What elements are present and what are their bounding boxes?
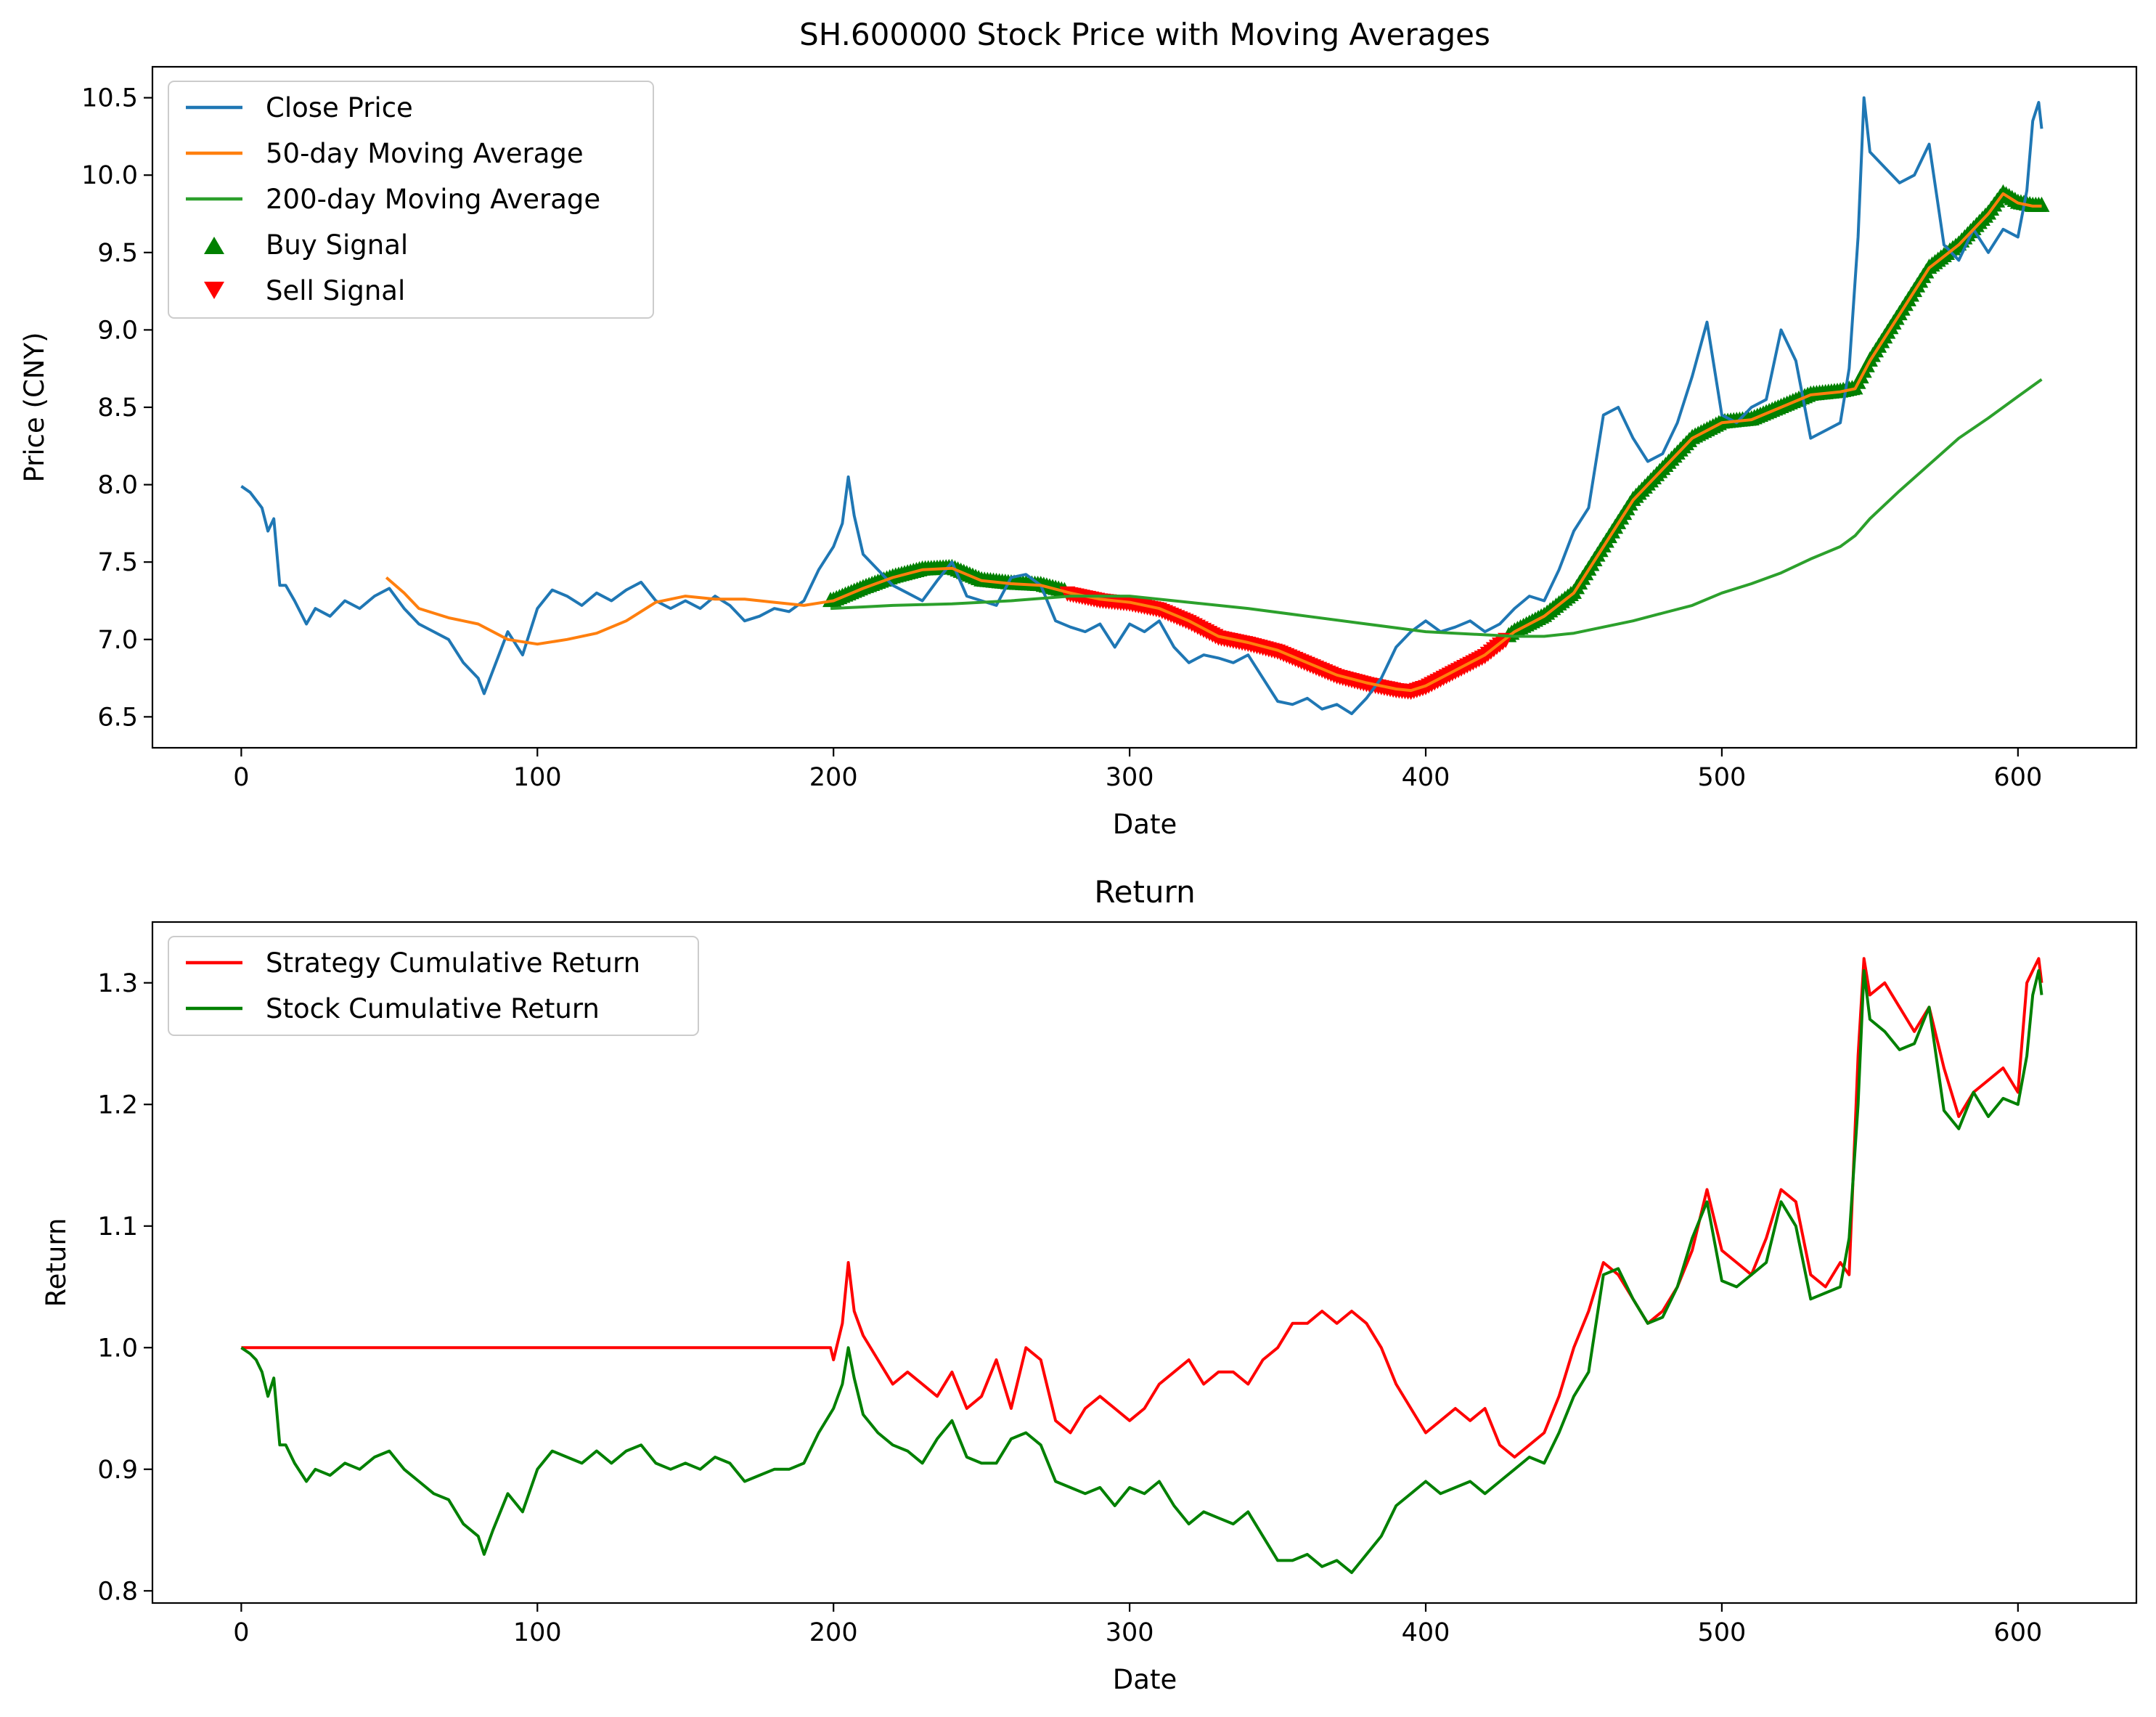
price-y-ticks: 6.5 7.0 7.5 8.0 8.5 9.0 9.5 10.0 10.5 [81, 84, 152, 732]
y-tick-label: 7.0 [97, 626, 138, 655]
legend-label-ma50: 50-day Moving Average [266, 138, 584, 169]
y-tick-label: 1.2 [97, 1090, 138, 1119]
x-tick-label: 600 [1993, 1618, 2042, 1647]
y-tick-label: 0.9 [97, 1456, 138, 1485]
price-legend: Close Price 50-day Moving Average 200-da… [168, 81, 654, 319]
return-y-ticks: 0.8 0.9 1.0 1.1 1.2 1.3 [97, 969, 152, 1606]
x-tick-label: 500 [1698, 763, 1747, 792]
return-legend-box [168, 936, 699, 1036]
x-tick-label: 100 [513, 1618, 562, 1647]
y-tick-label: 1.3 [97, 969, 138, 998]
series-line-strategy-cumulative-return [241, 957, 2043, 1459]
legend-label-sell-signal: Sell Signal [266, 275, 405, 306]
price-legend-box [168, 81, 654, 319]
return-y-axis-label: Return [41, 1218, 72, 1308]
legend-label-ma200: 200-day Moving Average [266, 184, 600, 215]
y-tick-label: 9.5 [97, 239, 138, 268]
series-line-close-price [240, 96, 2043, 716]
x-tick-label: 300 [1106, 1618, 1154, 1647]
series-line-50-day-moving-average [385, 192, 2042, 693]
return-chart: Return 0 100 200 300 400 500 600 0.8 0.9 1.0 1.1 1… [41, 874, 2138, 1695]
price-series-layer [240, 96, 2050, 716]
y-tick-label: 9.0 [97, 316, 138, 345]
legend-swatch-sell-signal [204, 282, 224, 299]
y-tick-label: 0.8 [97, 1577, 138, 1606]
return-x-ticks: 0 100 200 300 400 500 600 [233, 1603, 2042, 1647]
x-tick-label: 600 [1993, 763, 2042, 792]
price-y-axis-label: Price (CNY) [19, 332, 50, 482]
y-tick-label: 1.0 [97, 1334, 138, 1363]
return-legend: Strategy Cumulative Return Stock Cumulat… [168, 936, 699, 1036]
series-line-stock-cumulative-return [240, 969, 2043, 1575]
x-tick-label: 500 [1698, 1618, 1747, 1647]
legend-swatch-buy-signal [204, 237, 224, 254]
y-tick-label: 10.5 [81, 84, 138, 113]
legend-label-buy-signal: Buy Signal [266, 229, 408, 261]
x-tick-label: 300 [1106, 763, 1154, 792]
y-tick-label: 1.1 [97, 1212, 138, 1241]
y-tick-label: 6.5 [97, 703, 138, 732]
x-tick-label: 200 [809, 1618, 858, 1647]
legend-label-stock-return: Stock Cumulative Return [266, 993, 600, 1024]
x-tick-label: 0 [233, 763, 249, 792]
return-axes-frame [151, 921, 2138, 1604]
y-tick-label: 8.5 [97, 393, 138, 423]
x-tick-label: 200 [809, 763, 858, 792]
x-tick-label: 0 [233, 1618, 249, 1647]
y-tick-label: 10.0 [81, 161, 138, 190]
return-chart-title: Return [1094, 874, 1195, 910]
legend-label-strategy-return: Strategy Cumulative Return [266, 947, 640, 979]
legend-label-close-price: Close Price [266, 92, 413, 123]
y-tick-label: 7.5 [97, 548, 138, 577]
price-x-ticks: 0 100 200 300 400 500 600 [233, 748, 2042, 792]
price-chart-title: SH.600000 Stock Price with Moving Averag… [799, 17, 1490, 52]
price-chart: SH.600000 Stock Price with Moving Averag… [19, 17, 2138, 840]
x-tick-label: 100 [513, 763, 562, 792]
buy-signal-marker [2033, 196, 2050, 212]
series-line-200-day-moving-average [830, 378, 2043, 638]
price-x-axis-label: Date [1113, 809, 1177, 840]
x-tick-label: 400 [1402, 763, 1450, 792]
return-x-axis-label: Date [1113, 1664, 1177, 1695]
y-tick-label: 8.0 [97, 471, 138, 500]
x-tick-label: 400 [1402, 1618, 1450, 1647]
return-series-layer [240, 957, 2043, 1575]
